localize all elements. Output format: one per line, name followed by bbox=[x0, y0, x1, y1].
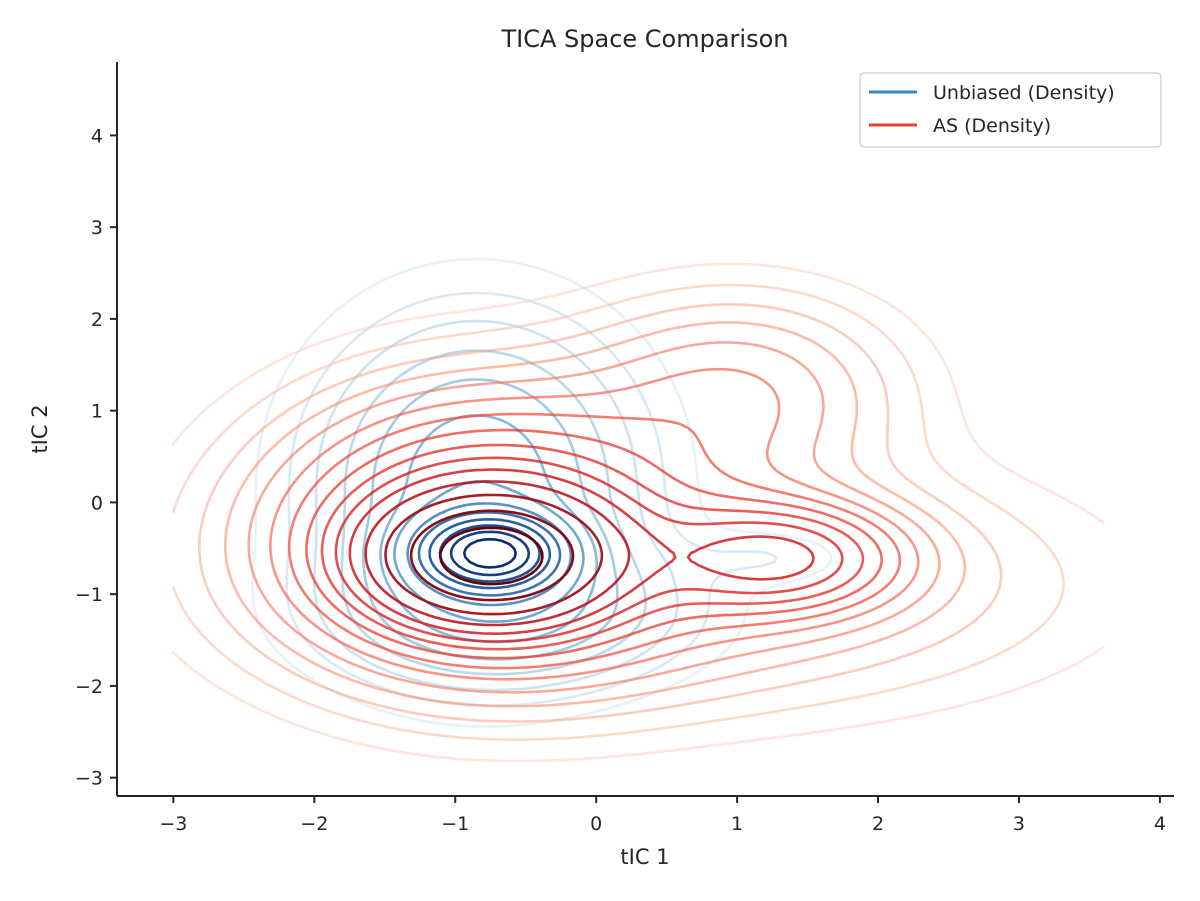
as-contour-line bbox=[384, 493, 604, 616]
unbiased-contour-line bbox=[449, 530, 531, 577]
as-contour-line bbox=[172, 262, 1105, 763]
as-contour-line bbox=[348, 468, 815, 635]
unbiased-contour-line bbox=[428, 518, 552, 590]
chart-title: TICA Space Comparison bbox=[500, 25, 788, 53]
x-tick-label: 3 bbox=[1013, 813, 1025, 835]
y-tick-label: 0 bbox=[91, 492, 103, 514]
as-contour-line bbox=[287, 412, 902, 670]
x-tick-label: 4 bbox=[1154, 813, 1166, 835]
x-tick-label: 1 bbox=[731, 813, 743, 835]
y-tick-label: −3 bbox=[75, 768, 103, 790]
y-axis-label: tIC 2 bbox=[28, 404, 52, 453]
y-tick-label: 1 bbox=[91, 401, 103, 423]
y-tick-label: 3 bbox=[91, 217, 103, 239]
legend-label-as: AS (Density) bbox=[933, 115, 1051, 137]
y-tick-label: −1 bbox=[75, 584, 103, 606]
legend-frame bbox=[859, 72, 1162, 148]
as-contour-line bbox=[334, 456, 844, 643]
as-contour-line bbox=[439, 526, 544, 586]
x-axis-label: tIC 1 bbox=[620, 845, 669, 869]
x-tick-label: −2 bbox=[300, 813, 328, 835]
y-tick-label: −2 bbox=[75, 676, 103, 698]
unbiased-contour-line bbox=[417, 511, 562, 597]
y-tick-label: 4 bbox=[91, 125, 103, 147]
unbiased-contour-line bbox=[463, 537, 517, 569]
unbiased-contour-line bbox=[251, 257, 833, 728]
x-tick-label: −1 bbox=[441, 813, 469, 835]
as-contour-line bbox=[320, 443, 865, 651]
as-contour-line bbox=[409, 509, 575, 602]
as-contour-line bbox=[364, 480, 631, 627]
as-contour-line bbox=[247, 341, 941, 694]
as-contour-line bbox=[305, 428, 883, 660]
x-tick-label: 2 bbox=[872, 813, 884, 835]
as-contour-line bbox=[198, 303, 1003, 723]
x-tick-label: −3 bbox=[159, 813, 187, 835]
as-contour-line bbox=[269, 367, 920, 681]
y-tick-label: 2 bbox=[91, 309, 103, 331]
as-contour-line bbox=[224, 321, 967, 708]
as-contour-line bbox=[172, 283, 1065, 741]
x-tick-label: 0 bbox=[590, 813, 602, 835]
contour-layer bbox=[172, 257, 1105, 763]
legend-label-unbiased: Unbiased (Density) bbox=[933, 82, 1115, 104]
legend: Unbiased (Density) AS (Density) bbox=[859, 72, 1162, 148]
